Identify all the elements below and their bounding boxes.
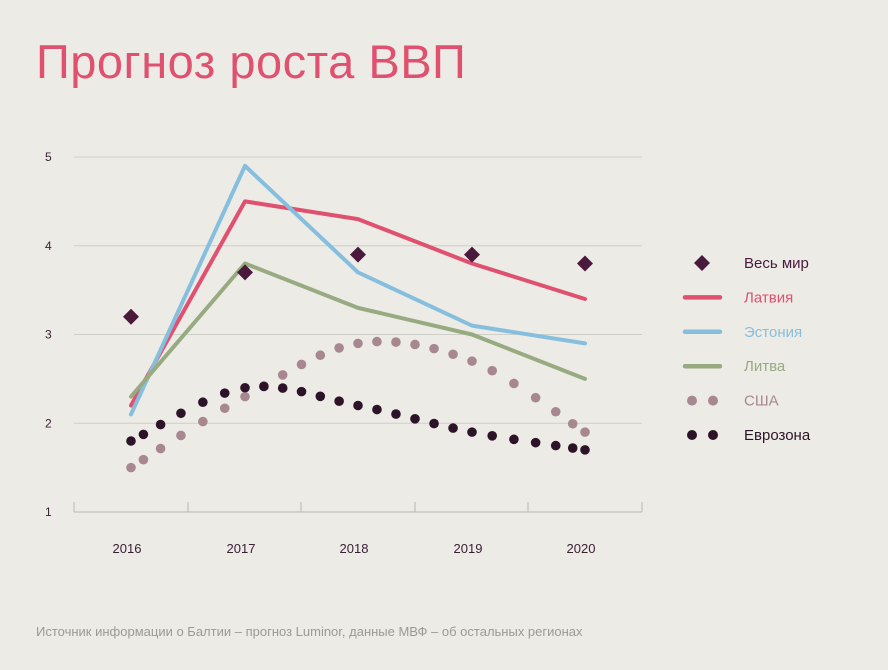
series-dot <box>240 391 250 402</box>
series-dot <box>487 365 497 376</box>
x-tick-label: 2017 <box>227 541 256 556</box>
series-dot <box>391 409 401 419</box>
series-dot <box>550 440 561 451</box>
series-dot <box>259 381 269 392</box>
chart-title: Прогноз роста ВВП <box>36 35 467 88</box>
legend-item: Эстония <box>682 324 802 341</box>
series-3 <box>129 261 587 399</box>
legend-label: Латвия <box>744 289 793 306</box>
legend-label: Эстония <box>744 324 802 341</box>
series-dot <box>296 359 307 370</box>
series-dot <box>176 408 186 419</box>
axes: 1 2 3 4 5 2016 2017 2018 2019 2020 <box>45 150 643 556</box>
series-dot <box>372 336 382 347</box>
series-dot <box>155 419 166 430</box>
series-dot <box>467 356 477 366</box>
series-dot <box>530 437 541 448</box>
series-dot <box>487 431 497 441</box>
series-2 <box>129 163 587 417</box>
series-dot <box>429 343 439 354</box>
series-dot <box>296 386 307 397</box>
series-1 <box>129 199 587 408</box>
series-dot <box>277 383 288 393</box>
legend-item: США <box>687 393 779 410</box>
legend-item: Литва <box>682 358 786 375</box>
series-dot <box>410 414 420 424</box>
x-tick-label: 2018 <box>340 541 369 556</box>
series-line <box>129 261 587 399</box>
x-tick-label: 2016 <box>113 541 142 556</box>
series-dot <box>448 423 458 433</box>
source-note: Источник информации о Балтии – прогноз L… <box>36 624 583 639</box>
series-dot <box>126 436 136 446</box>
legend-item: Еврозона <box>687 427 811 444</box>
series-dot <box>580 427 590 437</box>
legend-item: Весь мир <box>694 255 809 272</box>
legend-label: США <box>744 393 779 410</box>
series-dot <box>176 430 186 441</box>
legend-marker <box>708 430 718 440</box>
series-diamond-point <box>237 264 253 281</box>
series-dot <box>353 338 363 349</box>
series-layer <box>123 163 593 473</box>
legend-marker <box>708 395 718 406</box>
series-dot <box>240 382 250 393</box>
series-diamond-point <box>350 246 366 263</box>
series-dot <box>334 343 344 353</box>
y-tick-label: 2 <box>45 416 52 430</box>
series-dot <box>315 391 326 402</box>
series-dot <box>219 403 230 414</box>
legend-item: Латвия <box>682 289 793 306</box>
x-tick-label: 2020 <box>567 541 596 556</box>
series-dot <box>567 443 578 453</box>
series-dot <box>448 349 458 360</box>
series-dot <box>429 418 439 429</box>
series-dot <box>138 454 149 465</box>
legend-marker <box>687 395 697 406</box>
series-dot <box>391 337 401 347</box>
series-dot <box>467 427 477 437</box>
series-dot <box>353 400 363 411</box>
series-dot <box>198 416 208 427</box>
legend-label: Весь мир <box>744 255 809 272</box>
series-0 <box>123 246 593 325</box>
series-dot <box>334 396 344 407</box>
series-dot <box>580 445 590 455</box>
legend-label: Еврозона <box>744 427 811 444</box>
series-dot <box>410 339 420 350</box>
legend-marker <box>694 255 710 271</box>
series-5 <box>126 381 590 455</box>
series-dot <box>509 378 519 389</box>
series-line <box>129 199 587 408</box>
series-dot <box>550 406 561 417</box>
series-dot <box>219 388 230 398</box>
y-tick-label: 5 <box>45 150 52 164</box>
series-4 <box>126 336 590 473</box>
series-dot <box>277 370 288 380</box>
legend-label: Литва <box>744 358 786 375</box>
series-dot <box>530 392 541 403</box>
series-dot <box>198 397 208 408</box>
series-dot <box>155 443 166 454</box>
y-tick-label: 4 <box>45 239 52 253</box>
y-tick-label: 1 <box>45 505 52 519</box>
series-dot <box>138 429 149 440</box>
series-diamond-point <box>577 255 593 272</box>
series-line <box>129 163 587 417</box>
series-dot <box>372 404 382 415</box>
series-diamond-point <box>123 308 139 325</box>
series-dot <box>567 418 578 429</box>
legend-marker <box>687 430 697 440</box>
series-dot <box>126 462 136 473</box>
x-tick-label: 2019 <box>454 541 483 556</box>
legend: Весь мир Латвия Эстония Литва США Еврозона <box>682 255 811 444</box>
series-dot <box>315 350 326 361</box>
y-tick-label: 3 <box>45 328 52 342</box>
series-diamond-point <box>464 246 480 263</box>
series-dot <box>509 434 519 445</box>
